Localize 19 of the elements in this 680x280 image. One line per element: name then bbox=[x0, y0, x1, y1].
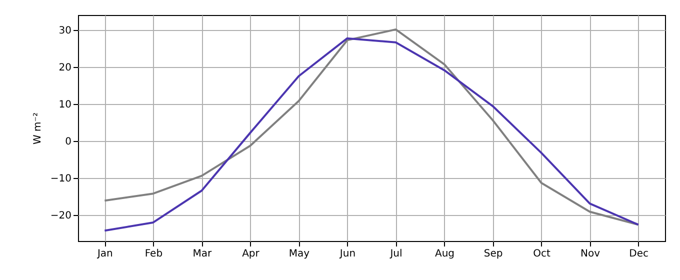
y-axis-title: W m⁻² bbox=[32, 112, 44, 145]
x-tick-label: Feb bbox=[144, 248, 163, 260]
x-tick-label: Jul bbox=[389, 248, 402, 260]
x-tick-label: Oct bbox=[533, 248, 551, 260]
y-tick-label: 20 bbox=[58, 62, 72, 74]
y-tick-label: −20 bbox=[50, 210, 72, 222]
y-tick-label: 0 bbox=[65, 136, 72, 148]
x-tick-label: Nov bbox=[580, 248, 600, 260]
y-tick-label: −10 bbox=[50, 174, 72, 185]
y-tick-label: 10 bbox=[58, 99, 72, 110]
x-tick-label: May bbox=[288, 248, 310, 260]
x-tick-label: Aug bbox=[435, 248, 455, 260]
x-tick-label: Apr bbox=[242, 248, 260, 260]
x-tick-label: Jun bbox=[338, 248, 356, 260]
x-tick-label: Mar bbox=[192, 248, 213, 260]
x-tick-label: Sep bbox=[484, 248, 503, 260]
x-tick-label: Dec bbox=[629, 248, 648, 260]
x-tick-label: Jan bbox=[96, 248, 113, 260]
y-tick-label: 30 bbox=[58, 25, 72, 36]
